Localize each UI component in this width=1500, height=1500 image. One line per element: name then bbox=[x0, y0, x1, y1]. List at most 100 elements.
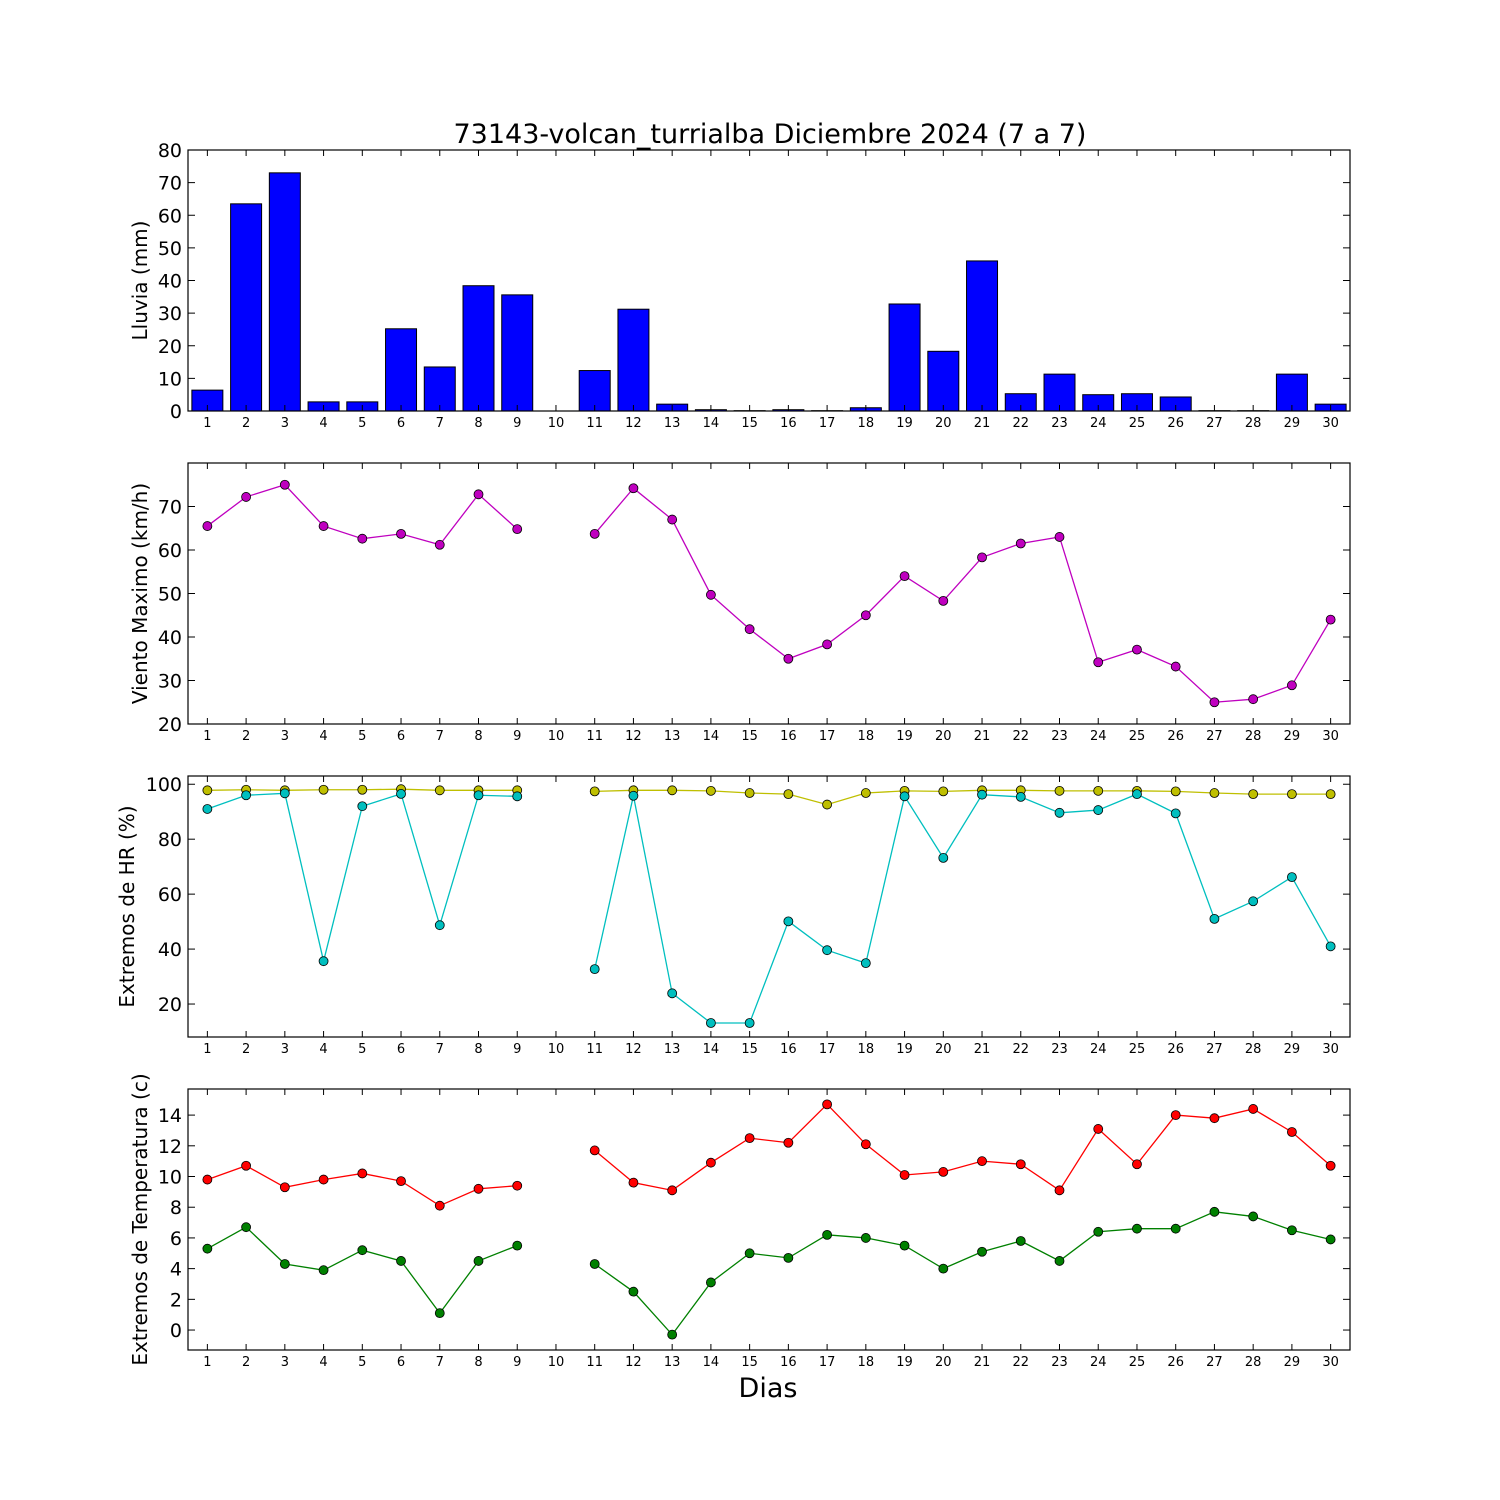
y-tick-label: 40 bbox=[158, 627, 182, 649]
y-tick-label: 80 bbox=[158, 829, 182, 851]
x-tick-label: 10 bbox=[548, 1042, 565, 1057]
series-2-point-day-21 bbox=[977, 789, 987, 800]
series-1-point-day-23 bbox=[1054, 1185, 1065, 1196]
y-tick-label: 10 bbox=[158, 368, 182, 390]
series-1-point-day-1 bbox=[202, 521, 213, 531]
x-tick-label: 28 bbox=[1245, 416, 1262, 431]
series-2-point-day-9 bbox=[512, 791, 523, 802]
x-axis-label: Dias bbox=[739, 1373, 798, 1404]
series-1-point-day-24 bbox=[1093, 657, 1104, 668]
series-1-point-day-18 bbox=[860, 610, 871, 621]
x-tick-label: 24 bbox=[1090, 1042, 1107, 1057]
series-2-point-day-25 bbox=[1132, 1223, 1142, 1234]
y-axis-label: Extremos de Temperatura (c) bbox=[128, 1073, 152, 1365]
x-tick-label: 19 bbox=[896, 416, 913, 431]
x-tick-label: 11 bbox=[586, 729, 603, 744]
bar-day-11 bbox=[578, 370, 611, 412]
y-tick-label: 50 bbox=[158, 584, 182, 606]
bar-day-12 bbox=[617, 308, 650, 412]
x-tick-label: 15 bbox=[741, 1042, 758, 1057]
x-tick-label: 26 bbox=[1167, 1042, 1184, 1057]
x-tick-label: 13 bbox=[664, 416, 681, 431]
series-1-point-day-23 bbox=[1054, 532, 1065, 542]
bar-day-7 bbox=[423, 366, 456, 412]
x-tick-label: 24 bbox=[1090, 729, 1107, 744]
series-2-point-day-7 bbox=[434, 1308, 445, 1319]
series-1-point-day-6 bbox=[396, 529, 406, 539]
series-1-point-day-21 bbox=[977, 552, 987, 563]
y-tick-label: 60 bbox=[158, 540, 182, 562]
x-tick-label: 4 bbox=[319, 1042, 327, 1057]
x-tick-label: 20 bbox=[935, 1042, 952, 1057]
series-1-point-day-27 bbox=[1209, 788, 1220, 798]
x-tick-label: 12 bbox=[625, 1355, 642, 1370]
x-tick-label: 15 bbox=[741, 729, 758, 744]
series-1-point-day-15 bbox=[744, 788, 755, 798]
series-2-point-day-13 bbox=[667, 988, 678, 999]
y-tick-label: 50 bbox=[158, 238, 182, 260]
x-tick-label: 19 bbox=[896, 729, 913, 744]
x-tick-label: 2 bbox=[242, 1355, 250, 1370]
x-tick-label: 19 bbox=[896, 1042, 913, 1057]
x-tick-label: 21 bbox=[974, 1042, 991, 1057]
series-1-point-day-4 bbox=[318, 1174, 329, 1185]
series-1-point-day-12 bbox=[628, 1177, 639, 1188]
x-tick-label: 8 bbox=[474, 1355, 482, 1370]
series-2-point-day-1 bbox=[202, 804, 213, 814]
x-tick-label: 13 bbox=[664, 1355, 681, 1370]
series-1-line-segment-2 bbox=[594, 789, 1331, 806]
series-2-point-day-3 bbox=[279, 788, 290, 799]
x-tick-label: 7 bbox=[436, 1042, 444, 1057]
series-1-point-day-2 bbox=[241, 492, 252, 502]
y-tick-label: 20 bbox=[158, 994, 182, 1016]
series-2-point-day-23 bbox=[1054, 1256, 1065, 1266]
x-tick-label: 2 bbox=[242, 416, 250, 431]
bar-day-29 bbox=[1275, 373, 1308, 412]
series-1-point-day-25 bbox=[1132, 644, 1142, 655]
series-1-point-day-16 bbox=[783, 789, 794, 800]
series-1-point-day-16 bbox=[783, 653, 794, 664]
series-2-point-day-24 bbox=[1093, 1226, 1104, 1237]
series-2-point-day-19 bbox=[899, 791, 910, 802]
x-tick-label: 17 bbox=[819, 1042, 836, 1057]
y-tick-label: 30 bbox=[158, 303, 182, 325]
x-tick-label: 3 bbox=[281, 1355, 289, 1370]
series-1-point-day-28 bbox=[1248, 789, 1259, 800]
series-1-point-day-5 bbox=[357, 784, 368, 795]
series-2-point-day-26 bbox=[1170, 1223, 1181, 1234]
series-2-line-segment-2 bbox=[594, 793, 1332, 1024]
x-tick-label: 29 bbox=[1284, 416, 1301, 431]
series-1-point-day-4 bbox=[318, 521, 329, 531]
series-2-point-day-11 bbox=[589, 1259, 600, 1269]
bar-day-2 bbox=[230, 203, 263, 412]
x-tick-label: 17 bbox=[819, 1355, 836, 1370]
series-1-point-day-22 bbox=[1015, 1159, 1026, 1170]
x-tick-label: 20 bbox=[935, 729, 952, 744]
x-tick-label: 1 bbox=[203, 729, 211, 744]
series-1-point-day-3 bbox=[279, 1182, 290, 1193]
series-2-point-day-22 bbox=[1015, 1236, 1026, 1246]
series-2-point-day-5 bbox=[357, 1245, 368, 1256]
x-tick-label: 26 bbox=[1167, 416, 1184, 431]
series-1-point-day-16 bbox=[783, 1137, 794, 1148]
x-tick-label: 23 bbox=[1051, 1355, 1068, 1370]
series-1-point-day-30 bbox=[1325, 789, 1336, 800]
x-tick-label: 14 bbox=[703, 729, 720, 744]
series-2-point-day-28 bbox=[1248, 896, 1259, 907]
series-1-point-day-1 bbox=[202, 785, 213, 796]
x-tick-label: 22 bbox=[1012, 1042, 1029, 1057]
bar-day-3 bbox=[268, 172, 301, 412]
y-tick-label: 100 bbox=[146, 774, 182, 796]
series-2-point-day-25 bbox=[1132, 789, 1142, 800]
y-axis-label: Extremos de HR (%) bbox=[115, 805, 139, 1007]
x-tick-label: 8 bbox=[474, 729, 482, 744]
x-tick-label: 18 bbox=[858, 416, 875, 431]
x-tick-label: 14 bbox=[703, 416, 720, 431]
x-tick-label: 21 bbox=[974, 729, 991, 744]
x-tick-label: 25 bbox=[1129, 416, 1146, 431]
x-tick-label: 27 bbox=[1206, 1042, 1223, 1057]
x-tick-label: 27 bbox=[1206, 416, 1223, 431]
series-2-point-day-30 bbox=[1325, 941, 1336, 952]
